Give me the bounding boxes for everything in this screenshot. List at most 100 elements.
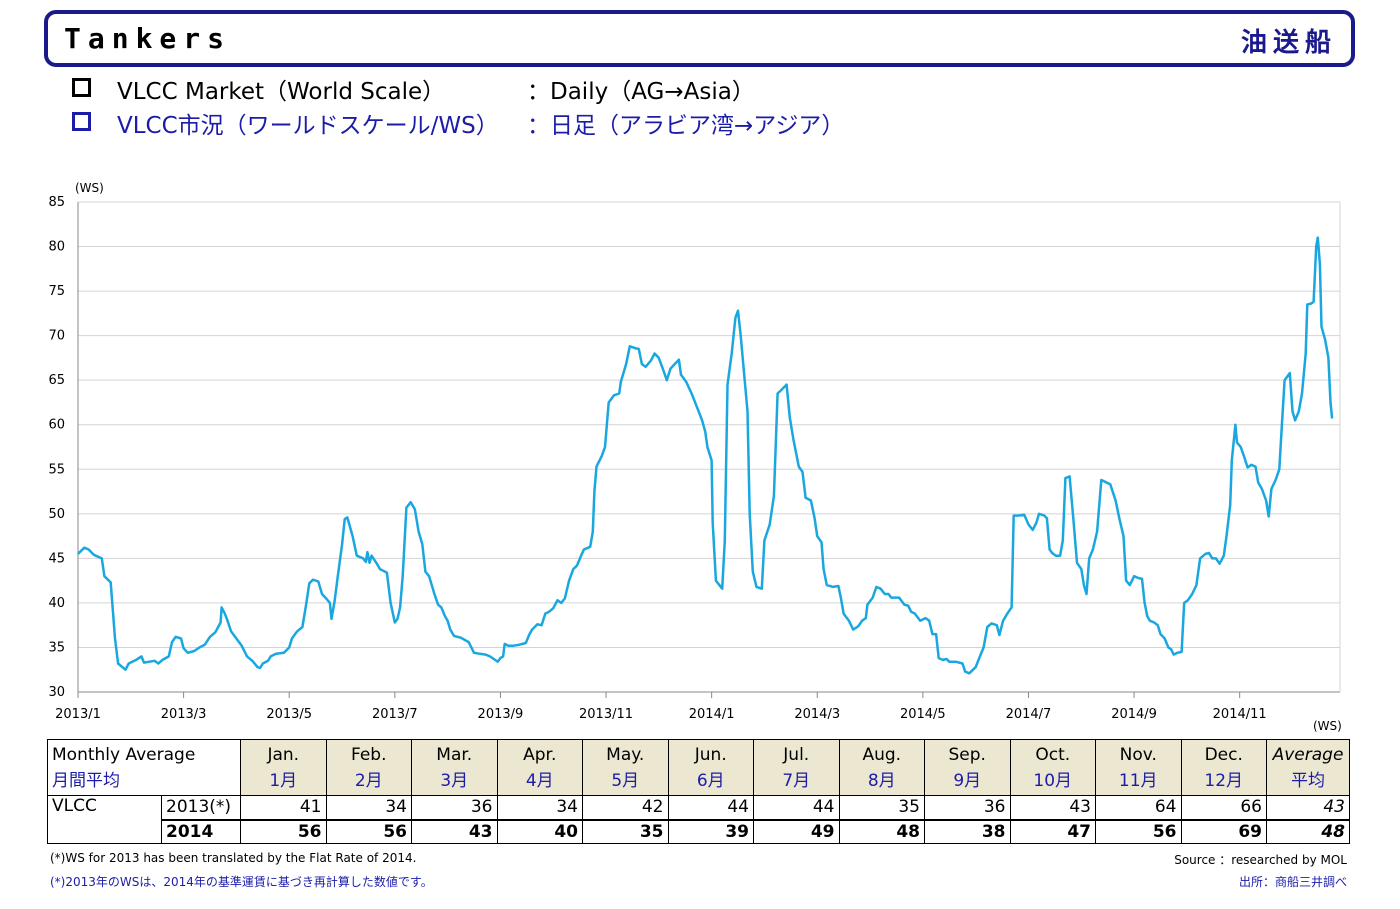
- month-en: Jun.: [694, 744, 727, 765]
- table-cell: 56: [240, 818, 327, 844]
- table-cell: 34: [325, 795, 412, 820]
- table-cell: 66: [1180, 795, 1267, 820]
- series-line-vlcc: [77, 236, 1334, 675]
- month-en: Jul.: [783, 744, 810, 765]
- month-ja: 9月: [953, 770, 982, 791]
- table-head-label: Monthly Average 月間平均: [47, 739, 241, 796]
- month-ja: 4月: [525, 770, 554, 791]
- table-cell: 69: [1180, 818, 1267, 844]
- average-cell: 43: [1266, 795, 1350, 820]
- table-row-2014: 2014 56 56 43 40 35 39 49 48 38 47 56 69 48: [48, 818, 1350, 844]
- table-cell: 38: [924, 818, 1011, 844]
- subtitle-ja-right: ：日足（アラビア湾→アジア）: [527, 113, 845, 139]
- month-header: Mar. 3月: [411, 739, 498, 796]
- year-label: 2014: [161, 818, 241, 844]
- y-tick-label: 60: [48, 418, 65, 433]
- table-cell: 43: [1009, 795, 1096, 820]
- month-header: Jul. 7月: [753, 739, 840, 796]
- month-header: Feb. 2月: [325, 739, 412, 796]
- x-tick-label: 2013/7: [372, 707, 418, 722]
- month-ja: 11月: [1118, 770, 1158, 791]
- footnote-ja: (*)2013年のWSは、2014年の基準運賃に基づき再計算した数値です。: [50, 875, 433, 889]
- average-cell: 48: [1266, 818, 1350, 844]
- table-cell: 40: [496, 818, 583, 844]
- y-tick-label: 30: [48, 685, 65, 700]
- table-cell: 36: [411, 795, 498, 820]
- table-cell: 39: [667, 818, 754, 844]
- x-tick-label: 2014/1: [689, 707, 735, 722]
- table-head-ja: 月間平均: [52, 770, 120, 791]
- table-row-2013: VLCC 2013(*) 41 34 36 34 42 44 44 35 36 43 64 66 43: [47, 795, 1350, 844]
- square-bullet-icon: [72, 112, 91, 131]
- vessel-label: VLCC: [47, 795, 162, 844]
- square-bullet-icon: [72, 78, 91, 97]
- table-cell: 44: [753, 795, 840, 820]
- y-tick-label: 70: [48, 329, 65, 344]
- footnote-en: (*)WS for 2013 has been translated by th…: [50, 851, 417, 865]
- table-cell: 34: [496, 795, 583, 820]
- average-en: Average: [1272, 744, 1344, 765]
- month-ja: 2月: [354, 770, 383, 791]
- x-tick-label: 2014/7: [1006, 707, 1052, 722]
- table-cell: 35: [582, 818, 669, 844]
- subtitle-en-left: VLCC Market（World Scale）: [117, 79, 446, 105]
- table-cell: 56: [1095, 818, 1182, 844]
- page-title: Tankers: [64, 22, 232, 55]
- table-cell: 47: [1009, 818, 1096, 844]
- month-ja: 3月: [440, 770, 469, 791]
- subtitle-en: VLCC Market（World Scale） ：Daily（AG→Asia）: [72, 72, 755, 106]
- table-cell: 35: [838, 795, 925, 820]
- y-tick-label: 80: [48, 240, 65, 255]
- y-tick-label: 85: [48, 195, 65, 210]
- month-header: May. 5月: [582, 739, 669, 796]
- x-tick-label: 2013/9: [478, 707, 524, 722]
- month-ja: 8月: [867, 770, 896, 791]
- x-tick-label: 2014/3: [794, 707, 840, 722]
- table-cell: 42: [582, 795, 669, 820]
- table-cell: 48: [838, 818, 925, 844]
- average-ja: 平均: [1291, 770, 1325, 791]
- month-en: Mar.: [436, 744, 473, 765]
- x-tick-label: 2013/1: [55, 707, 101, 722]
- month-header: Apr. 4月: [496, 739, 583, 796]
- month-en: Sep.: [948, 744, 986, 765]
- page-title-ja: 油送船: [1240, 28, 1337, 58]
- month-en: Dec.: [1204, 744, 1243, 765]
- table-cell: 43: [411, 818, 498, 844]
- table-cell: 41: [240, 795, 327, 820]
- monthly-average-table: Monthly Average 月間平均 Jan. 1月 Feb. 2月 Mar. 3月 A…: [47, 739, 1350, 844]
- month-header: Oct. 10月: [1009, 739, 1096, 796]
- month-header: Nov. 11月: [1095, 739, 1182, 796]
- y-tick-label: 40: [48, 596, 65, 611]
- table-header-row: Monthly Average 月間平均 Jan. 1月 Feb. 2月 Mar. 3月 A…: [47, 739, 1350, 796]
- x-tick-label: 2014/5: [900, 707, 946, 722]
- month-en: Aug.: [862, 744, 902, 765]
- y-tick-label: 75: [48, 284, 65, 299]
- x-tick-label: 2013/11: [579, 707, 633, 722]
- month-header: Jun. 6月: [667, 739, 754, 796]
- month-ja: 7月: [782, 770, 811, 791]
- x-unit-label: (WS): [1313, 719, 1342, 733]
- table-cell: 44: [667, 795, 754, 820]
- month-ja: 12月: [1204, 770, 1244, 791]
- month-en: May.: [606, 744, 645, 765]
- month-en: Oct.: [1035, 744, 1071, 765]
- month-en: Jan.: [267, 744, 300, 765]
- month-en: Feb.: [350, 744, 387, 765]
- source-ja: 出所：商船三井調べ: [1238, 875, 1347, 889]
- month-ja: 10月: [1033, 770, 1073, 791]
- month-en: Nov.: [1119, 744, 1157, 765]
- subtitle-en-right: ：Daily（AG→Asia）: [527, 79, 755, 105]
- y-tick-label: 65: [48, 373, 65, 388]
- month-header: Dec. 12月: [1180, 739, 1267, 796]
- y-tick-label: 35: [48, 640, 65, 655]
- line-chart: 30 35 40 45 50 55 60 65 70 75 80 85 2013/1 2013/3 2013…: [48, 195, 1341, 722]
- table-cell: 36: [924, 795, 1011, 820]
- year-label: 2013(*): [161, 795, 241, 820]
- month-header: Aug. 8月: [838, 739, 925, 796]
- title-box: Tankers 油送船: [44, 10, 1355, 67]
- x-tick-label: 2013/3: [161, 707, 207, 722]
- average-header: Average 平均: [1266, 739, 1350, 796]
- month-en: Apr.: [523, 744, 557, 765]
- subtitle-ja: VLCC市況（ワールドスケール/WS） ：日足（アラビア湾→アジア）: [72, 106, 844, 140]
